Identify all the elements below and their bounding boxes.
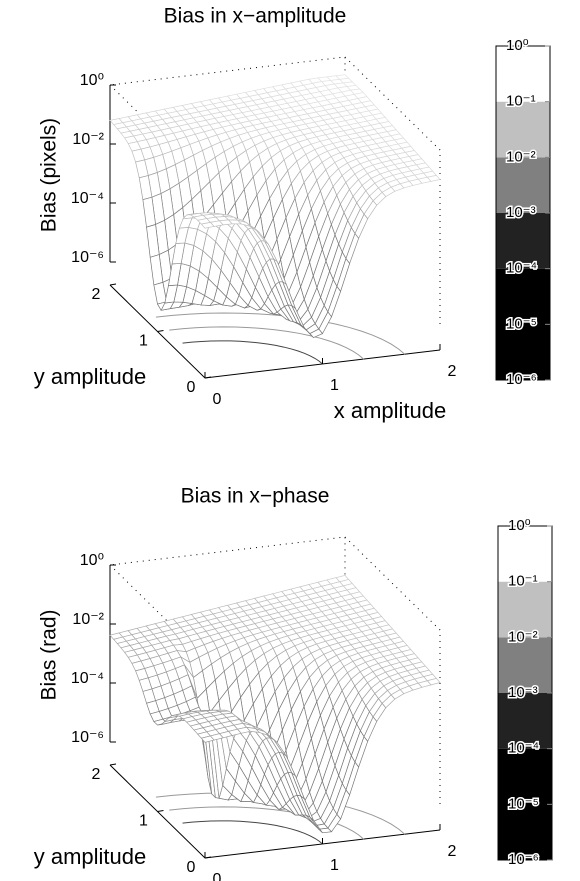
x-axis-label: x amplitude [334,398,447,423]
colorbar-tick-label: 10⁻⁶ [506,371,537,388]
colorbar-band [496,101,550,158]
surface-plot: Bias in x−amplitude 10⁰ 10⁻² 10⁻⁴ 10⁻⁶ 0 1 2 0 1 2… [34,5,551,423]
floor-contour [155,312,406,355]
colorbar-tick-label: 10⁻⁵ [508,795,539,812]
chart-title: Bias in x−phase [181,485,330,508]
floor-contour [182,340,323,365]
colorbar-tick-label: 10⁻⁶ [508,851,539,868]
y-tick [204,376,212,379]
colorbar-tick-label: 10⁰ [506,37,529,54]
colorbar-band [498,526,552,582]
surface-mesh [109,74,441,339]
x-tick-label: 0 [213,871,222,881]
x-tick-label: 2 [448,843,457,860]
box-edge [344,56,441,327]
colorbar-band [496,157,550,213]
colorbar-band [498,693,552,749]
colorbar-tick-label: 10⁻¹ [506,93,536,110]
y-tick-label: 2 [92,286,101,303]
colorbar-tick-label: 10⁻⁵ [506,315,537,332]
y-tick-label: 0 [187,859,196,876]
colorbar-tick-label: 10⁻⁴ [506,260,537,277]
x-tick-label: 2 [448,363,457,380]
z-tick-label: 10⁻² [72,611,104,628]
y-tick-label: 0 [187,379,196,396]
colorbar-tick-label: 10⁻² [508,628,538,645]
z-tick-label: 10⁻⁴ [71,670,104,687]
z-tick-label: 10⁰ [80,552,104,569]
z-axis-label: Bias (rad) [38,609,61,700]
y-tick [109,763,117,766]
colorbar-tick-label: 10⁻² [506,148,536,165]
floor-contour [169,806,364,840]
y-axis-label: y amplitude [34,844,147,869]
y-axis-label: y amplitude [34,364,147,389]
y-tick-label: 1 [139,813,148,830]
x-tick-label: 1 [330,857,339,874]
colorbar-tick-label: 10⁻¹ [508,573,538,590]
z-tick-label: 10⁻⁴ [71,190,104,207]
y-tick [157,330,164,332]
colorbar-tick-label: 10⁰ [508,517,531,534]
colorbar-band [498,581,552,638]
z-tick-label: 10⁰ [80,72,104,89]
mesh-cell [200,735,215,743]
z-tick-label: 10⁻² [72,131,104,148]
z-axis-label: Bias (pixels) [38,118,61,232]
colorbar-band [496,46,550,102]
box-edge [109,564,206,659]
y-tick [157,810,164,812]
mesh-cell [200,221,215,229]
x-axis-label: x amplitude [334,878,447,881]
z-tick-label: 10⁻⁶ [71,729,104,746]
floor-contour [182,820,323,845]
surface-mesh [109,574,441,834]
colorbar-tick-label: 10⁻³ [506,204,536,221]
box-edge [344,536,441,807]
x-tick-label: 0 [213,391,222,408]
colorbar-band [498,748,552,860]
colorbar-band [496,213,550,269]
y-tick-label: 1 [139,333,148,350]
x-tick-label: 1 [330,377,339,394]
y-tick [204,856,212,859]
chart-title: Bias in x−amplitude [164,5,347,28]
colorbar-tick-label: 10⁻³ [508,684,538,701]
colorbar-band [496,268,550,380]
y-tick-label: 2 [92,766,101,783]
colorbar-tick-label: 10⁻⁴ [508,740,539,757]
floor-contour [169,326,364,360]
z-tick-label: 10⁻⁶ [71,249,104,266]
surface-plot: Bias in x−phase 10⁰ 10⁻² 10⁻⁴ 10⁻⁶ 0 1 2 0 1 2 Bias… [34,485,553,881]
y-tick [109,283,117,286]
colorbar-band [498,637,552,693]
